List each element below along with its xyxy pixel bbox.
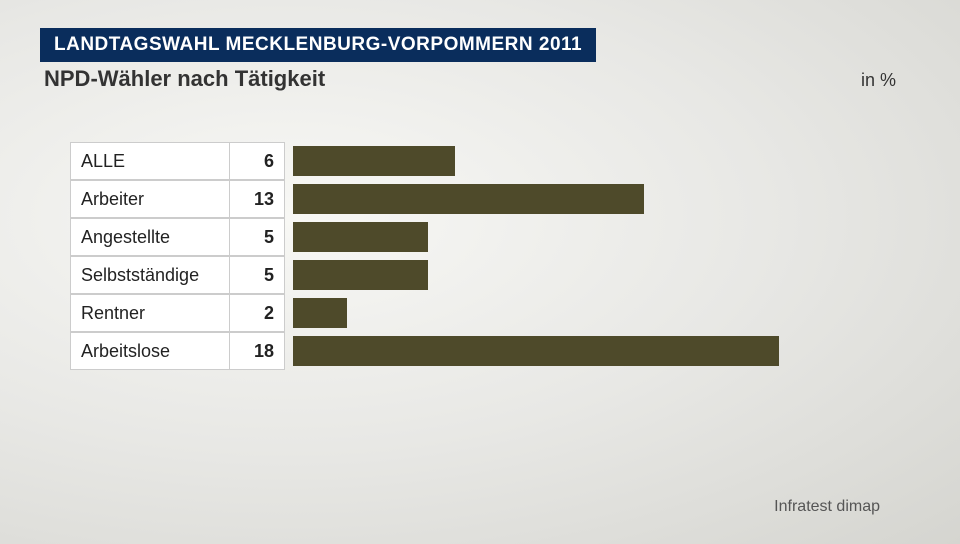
table-row: Rentner 2 bbox=[70, 294, 920, 332]
bar bbox=[293, 222, 428, 252]
row-value: 18 bbox=[230, 332, 285, 370]
table-row: Angestellte 5 bbox=[70, 218, 920, 256]
bar-cell bbox=[285, 218, 845, 256]
banner-title: LANDTAGSWAHL MECKLENBURG-VORPOMMERN 2011 bbox=[54, 34, 582, 55]
chart-container: LANDTAGSWAHL MECKLENBURG-VORPOMMERN 2011… bbox=[0, 0, 960, 390]
bar-cell bbox=[285, 294, 845, 332]
table-row: ALLE 6 bbox=[70, 142, 920, 180]
row-label: ALLE bbox=[70, 142, 230, 180]
row-value: 2 bbox=[230, 294, 285, 332]
table-row: Arbeiter 13 bbox=[70, 180, 920, 218]
bar bbox=[293, 298, 347, 328]
bar-cell bbox=[285, 332, 845, 370]
bar-cell bbox=[285, 256, 845, 294]
subtitle-row: NPD-Wähler nach Tätigkeit in % bbox=[40, 66, 920, 92]
bar bbox=[293, 336, 779, 366]
row-label: Rentner bbox=[70, 294, 230, 332]
row-label: Arbeiter bbox=[70, 180, 230, 218]
bar bbox=[293, 146, 455, 176]
table-row: Selbstständige 5 bbox=[70, 256, 920, 294]
chart-area: ALLE 6 Arbeiter 13 Angestellte 5 Selbsts… bbox=[70, 142, 920, 370]
unit-label: in % bbox=[861, 70, 896, 91]
chart-subtitle: NPD-Wähler nach Tätigkeit bbox=[44, 66, 325, 92]
row-value: 5 bbox=[230, 218, 285, 256]
bar bbox=[293, 260, 428, 290]
row-value: 13 bbox=[230, 180, 285, 218]
bar bbox=[293, 184, 644, 214]
header-banner: LANDTAGSWAHL MECKLENBURG-VORPOMMERN 2011 bbox=[40, 28, 596, 62]
bar-cell bbox=[285, 142, 845, 180]
source-label: Infratest dimap bbox=[774, 498, 880, 516]
row-value: 6 bbox=[230, 142, 285, 180]
row-label: Arbeitslose bbox=[70, 332, 230, 370]
row-label: Angestellte bbox=[70, 218, 230, 256]
bar-cell bbox=[285, 180, 845, 218]
table-row: Arbeitslose 18 bbox=[70, 332, 920, 370]
row-value: 5 bbox=[230, 256, 285, 294]
row-label: Selbstständige bbox=[70, 256, 230, 294]
